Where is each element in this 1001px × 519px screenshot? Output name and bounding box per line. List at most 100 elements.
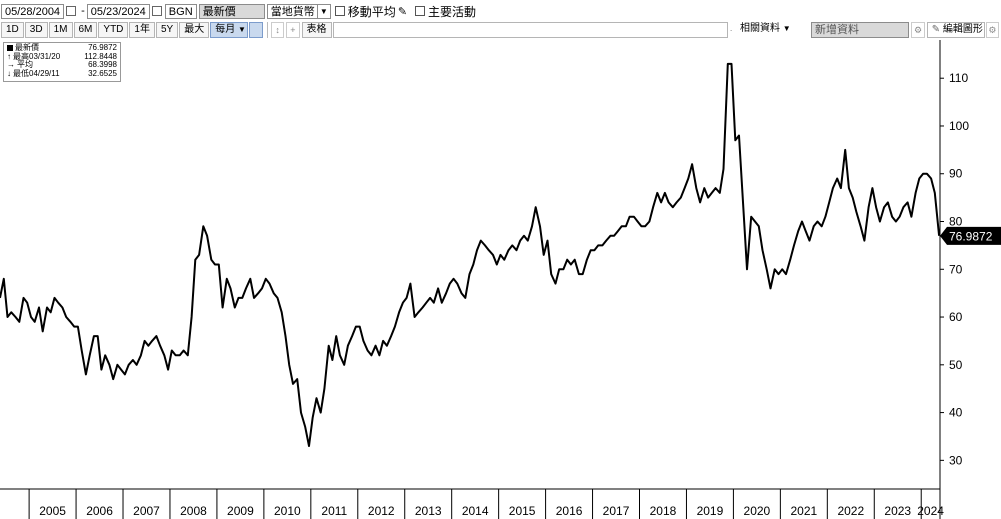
x-tick-label: 2021 [790, 504, 817, 518]
y-tick-label: 70 [949, 262, 963, 276]
legend-row-low: ↓ 最低 04/29/11 32.6525 [7, 68, 117, 79]
x-tick-label: 2013 [415, 504, 442, 518]
series-line [0, 62, 941, 447]
currency-label: 當地貨幣 [270, 6, 315, 18]
events-checkbox[interactable]: 主要活動 [415, 3, 476, 20]
axes: 30 40 50 60 70 80 90 100 110 2005 2006 2007 2008 2009… [0, 40, 1001, 519]
legend-row-high: ↑ 最高 03/31/20 112.8448 [7, 51, 117, 62]
y-tick-label: 60 [949, 310, 963, 324]
gear-icon[interactable]: · [729, 25, 733, 35]
calendar-icon[interactable] [66, 6, 77, 16]
y-tick-label: 40 [949, 406, 963, 420]
legend-value: 68.3998 [88, 60, 117, 69]
legend-value: 32.6525 [88, 68, 117, 78]
events-label: 主要活動 [428, 4, 477, 19]
related-data-label: 相關資料 [740, 23, 780, 34]
currency-select[interactable]: 當地貨幣 ▼ [266, 3, 331, 19]
last-value-marker: 76.9872 [940, 226, 1001, 245]
last-value-flag [940, 226, 1001, 245]
gear-icon[interactable]: ⚙ [985, 22, 1000, 38]
period-button-1m[interactable]: 1M [48, 22, 73, 38]
moving-average-checkbox[interactable]: 移動平均 ✎ [334, 3, 408, 20]
legend-label: 最新價 [15, 43, 39, 52]
x-tick-label: 2008 [180, 504, 207, 518]
checkbox-icon[interactable] [415, 6, 426, 16]
legend-row-avg: → 平均 68.3998 [7, 60, 117, 70]
y-tick-label: 110 [949, 71, 968, 85]
y-tick-label: 100 [949, 119, 969, 133]
x-tick-label: 2017 [603, 504, 630, 518]
period-button-3d[interactable]: 3D [24, 22, 48, 38]
period-button-1d[interactable]: 1D [1, 22, 24, 38]
ticker-field[interactable]: BGN [164, 3, 197, 19]
legend-value: 112.8448 [84, 51, 117, 61]
pencil-icon: ✎ [931, 24, 941, 35]
x-tick-label: 2019 [697, 504, 724, 518]
x-tick-label: 2018 [650, 504, 677, 518]
legend-label: 最低 [13, 68, 29, 78]
last-value-label: 76.9872 [949, 229, 993, 243]
calendar-icon[interactable] [151, 6, 162, 16]
chart-type-button[interactable] [249, 22, 263, 38]
y-tick-label: 50 [949, 358, 963, 372]
x-tick-label: 2009 [227, 504, 254, 518]
arrow-up-icon: ↑ [7, 51, 11, 61]
period-button-max[interactable]: 最大 [179, 22, 210, 38]
period-button-ytd[interactable]: YTD [98, 22, 129, 38]
start-date-field[interactable]: 05/28/2004 [1, 3, 65, 19]
x-tick-label: 2016 [556, 504, 583, 518]
y-tick-label: 30 [949, 453, 963, 467]
divider [266, 22, 268, 38]
toolbar: 05/28/2004 - 05/23/2024 BGN 最新價 當地貨幣 ▼ 移… [0, 0, 1001, 40]
zoom-icon[interactable]: ↕ [270, 22, 285, 38]
x-tick-label: 2011 [321, 504, 347, 518]
x-tick-label: 2006 [86, 504, 113, 518]
legend-square-icon [7, 45, 13, 51]
table-button[interactable]: 表格 [301, 22, 332, 38]
legend-value: 76.9872 [88, 43, 117, 52]
y-tick-label: 80 [949, 215, 963, 229]
new-data-field[interactable]: 新增資料 [810, 22, 910, 38]
line-chart[interactable]: 30 40 50 60 70 80 90 100 110 2005 2006 2007 2008 2009… [0, 40, 1001, 519]
period-button-1y[interactable]: 1年 [129, 22, 155, 38]
legend-label: 平均 [17, 60, 33, 69]
related-data-select[interactable]: 相關資料 ▼ [736, 22, 810, 38]
dash-icon: → [7, 60, 15, 69]
edit-chart-button[interactable]: ✎ 編輯圖形 [926, 22, 985, 38]
period-button-6m[interactable]: 6M [73, 22, 98, 38]
x-tick-label: 2012 [368, 504, 395, 518]
edit-chart-label: 編輯圖形 [942, 24, 983, 35]
legend-date: 04/29/11 [29, 68, 60, 78]
checkbox-icon[interactable] [334, 6, 345, 16]
x-tick-label: 2022 [837, 504, 864, 518]
chevron-down-icon[interactable]: ▼ [316, 4, 330, 18]
end-date-field[interactable]: 05/23/2024 [86, 3, 150, 19]
period-button-5y[interactable]: 5Y [155, 22, 179, 38]
legend-label: 最高 [13, 51, 29, 61]
moving-average-label: 移動平均 [347, 4, 396, 19]
frequency-label: 每月 [215, 24, 236, 35]
y-tick-label: 90 [949, 167, 963, 181]
arrow-down-icon: ↓ [7, 68, 11, 78]
pencil-icon[interactable]: ✎ [397, 5, 408, 18]
x-tick-label: 2023 [884, 504, 911, 518]
x-tick-label: 2014 [462, 504, 489, 518]
chevron-down-icon: ▼ [782, 24, 791, 33]
x-tick-label: 2007 [133, 504, 160, 518]
settings-icon[interactable]: ⚙ [911, 22, 925, 38]
plot-area [0, 62, 941, 447]
x-tick-label: 2020 [744, 504, 771, 518]
x-tick-label: 2010 [274, 504, 301, 518]
toolbar-row-top: 05/28/2004 - 05/23/2024 BGN 最新價 當地貨幣 ▼ 移… [0, 2, 484, 20]
annotation-input[interactable] [332, 22, 729, 38]
frequency-select[interactable]: 每月 ▼ [210, 22, 249, 38]
date-separator: - [81, 5, 85, 17]
chart-legend: 最新價 76.9872 ↑ 最高 03/31/20 112.8448 → 平均 … [3, 42, 121, 82]
x-tick-label: 2024 [917, 504, 944, 518]
x-tick-label: 2005 [39, 504, 66, 518]
x-tick-label: 2015 [509, 504, 536, 518]
legend-row-last: 最新價 76.9872 [7, 43, 117, 53]
field-select[interactable]: 最新價 [198, 3, 265, 19]
crosshair-icon[interactable]: + [286, 22, 300, 38]
chevron-down-icon: ▼ [237, 25, 246, 34]
